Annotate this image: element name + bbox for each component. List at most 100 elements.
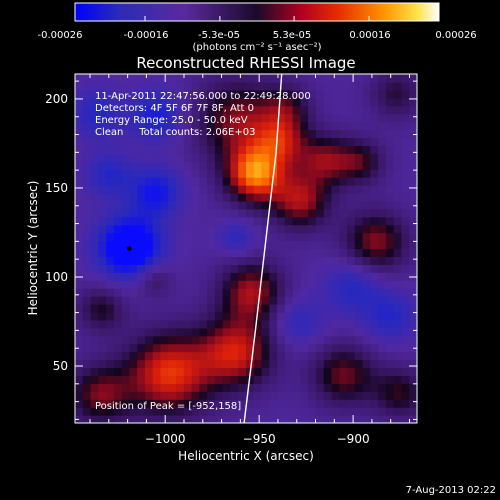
heatmap-cell <box>331 97 340 107</box>
heatmap-cell <box>277 383 286 392</box>
heatmap-cell <box>253 367 263 377</box>
heatmap-cell <box>137 335 146 345</box>
heatmap-cell <box>75 153 84 162</box>
heatmap-cell <box>385 240 395 250</box>
heatmap-cell <box>98 145 107 154</box>
heatmap-cell <box>230 367 239 377</box>
heatmap-cell <box>253 129 263 139</box>
heatmap-cell <box>214 81 224 91</box>
heatmap-cell <box>106 264 115 273</box>
heatmap-cell <box>308 153 317 162</box>
heatmap-cell <box>113 89 123 99</box>
heatmap-cell <box>222 208 232 218</box>
heatmap-cell <box>308 177 317 186</box>
heatmap-cell <box>106 169 115 178</box>
heatmap-cell <box>409 177 417 186</box>
heatmap-cell <box>284 232 294 242</box>
heatmap-cell <box>98 121 107 131</box>
heatmap-cell <box>144 391 154 400</box>
heatmap-cell <box>409 256 417 265</box>
heatmap-cell <box>246 375 255 384</box>
heatmap-cell <box>222 343 232 353</box>
heatmap-cell <box>113 153 123 162</box>
heatmap-cell <box>191 185 200 194</box>
heatmap-cell <box>323 367 333 377</box>
heatmap-cell <box>347 327 356 337</box>
heatmap-cell <box>121 232 131 242</box>
heatmap-cell <box>137 311 146 321</box>
heatmap-cell <box>347 89 356 99</box>
heatmap-cell <box>308 383 317 392</box>
heatmap-cell <box>82 248 92 258</box>
heatmap-cell <box>183 224 193 234</box>
heatmap-cell <box>284 288 294 297</box>
heatmap-cell <box>339 399 348 408</box>
heatmap-cell <box>144 367 154 377</box>
heatmap-cell <box>409 359 417 369</box>
heatmap-cell <box>284 97 294 107</box>
heatmap-cell <box>113 375 123 384</box>
heatmap-cell <box>261 216 270 226</box>
heatmap-cell <box>401 383 410 392</box>
heatmap-cell <box>370 121 379 131</box>
heatmap-cell <box>393 74 403 83</box>
heatmap-cell <box>137 121 146 131</box>
heatmap-cell <box>277 288 286 297</box>
heatmap-cell <box>160 415 169 423</box>
heatmap-cell <box>284 161 294 170</box>
heatmap-cell <box>385 113 395 123</box>
heatmap-cell <box>183 240 193 250</box>
heatmap-cell <box>207 375 216 384</box>
heatmap-cell <box>308 288 317 297</box>
heatmap-cell <box>214 304 224 313</box>
heatmap-cell <box>401 121 410 131</box>
heatmap-cell <box>168 105 177 115</box>
heatmap-cell <box>222 121 232 131</box>
x-tick-label-1: −950 <box>243 432 276 446</box>
heatmap-cell <box>152 216 162 226</box>
heatmap-cell <box>378 319 387 329</box>
heatmap-cell <box>253 105 263 115</box>
heatmap-cell <box>378 192 387 202</box>
heatmap-cell <box>191 105 200 115</box>
heatmap-cell <box>238 407 247 416</box>
heatmap-cell <box>176 129 185 139</box>
heatmap-cell <box>339 319 348 329</box>
heatmap-cell <box>277 399 286 408</box>
heatmap-cell <box>129 319 138 329</box>
heatmap-cell <box>323 97 333 107</box>
heatmap-cell <box>106 97 115 107</box>
heatmap-cell <box>277 343 286 353</box>
heatmap-cell <box>222 153 232 162</box>
heatmap-cell <box>238 74 247 83</box>
heatmap-cell <box>98 335 107 345</box>
heatmap-cell <box>152 367 162 377</box>
heatmap-cell <box>331 177 340 186</box>
heatmap-cell <box>222 296 232 305</box>
heatmap-cell <box>378 113 387 123</box>
heatmap-cell <box>222 248 232 258</box>
heatmap-cell <box>315 311 325 321</box>
heatmap-cell <box>277 208 286 218</box>
heatmap-cell <box>82 74 92 83</box>
heatmap-cell <box>378 288 387 297</box>
heatmap-cell <box>144 415 154 423</box>
heatmap-cell <box>106 216 115 226</box>
heatmap-cell <box>191 256 200 265</box>
heatmap-cell <box>207 216 216 226</box>
heatmap-cell <box>75 415 84 423</box>
heatmap-cell <box>370 304 379 313</box>
heatmap-cell <box>176 97 185 107</box>
heatmap-cell <box>82 351 92 361</box>
heatmap-cell <box>284 415 294 423</box>
heatmap-cell <box>222 185 232 194</box>
heatmap-cell <box>199 169 208 178</box>
heatmap-cell <box>300 192 309 202</box>
heatmap-cell <box>75 121 84 131</box>
heatmap-cell <box>409 113 417 123</box>
heatmap-cell <box>113 216 123 226</box>
heatmap-cell <box>362 351 371 361</box>
heatmap-cell <box>269 375 278 384</box>
heatmap-cell <box>176 161 185 170</box>
heatmap-cell <box>261 105 270 115</box>
